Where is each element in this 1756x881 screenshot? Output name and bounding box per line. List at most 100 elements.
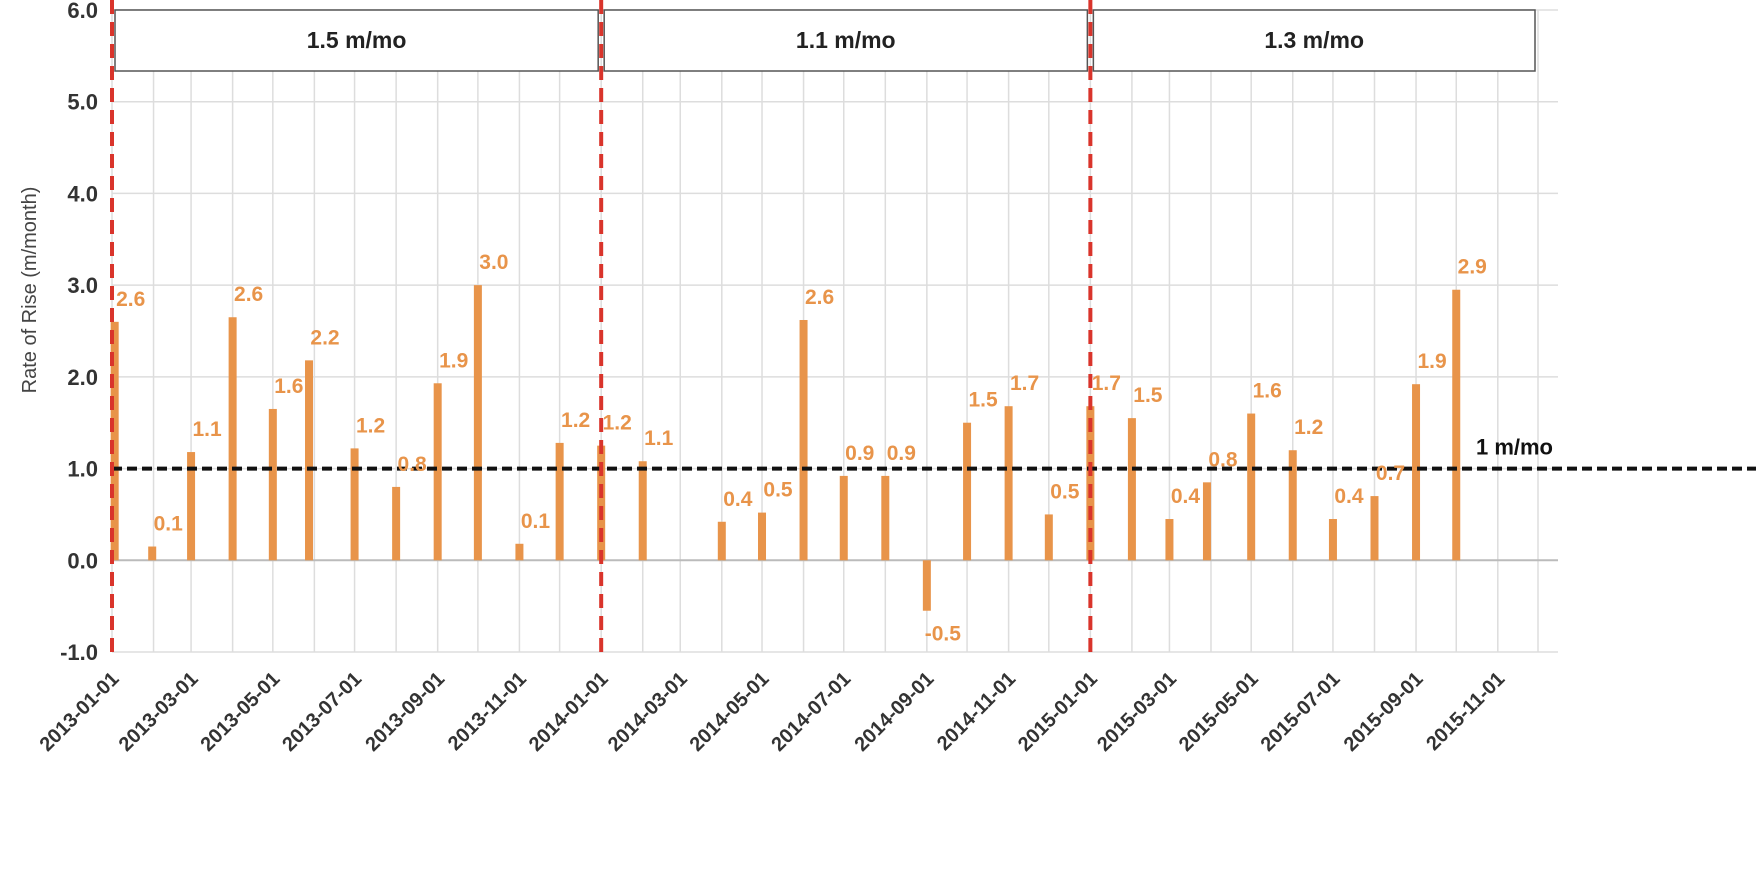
bar <box>1247 413 1256 561</box>
bar <box>1127 418 1136 561</box>
data-label: 1.5 <box>1133 384 1163 407</box>
data-label: 0.4 <box>1171 485 1201 508</box>
x-tick-label: 2013-03-01 <box>115 668 203 756</box>
bar <box>555 442 564 561</box>
bar <box>638 461 647 561</box>
x-tick-label: 2014-05-01 <box>686 668 774 756</box>
x-tick-label: 2015-07-01 <box>1257 668 1345 756</box>
period-box <box>603 9 1089 72</box>
bar <box>1288 450 1297 561</box>
bar <box>433 383 442 561</box>
x-tick-label: 2014-03-01 <box>604 668 692 756</box>
x-tick-label: 2015-05-01 <box>1175 668 1263 756</box>
x-tick-label: 2015-11-01 <box>1422 668 1509 755</box>
bar <box>1165 519 1174 561</box>
bar <box>515 543 524 561</box>
data-label: 1.6 <box>1253 380 1282 403</box>
reference-layer: 1 m/mo <box>112 435 1756 471</box>
x-tick-label: 2014-01-01 <box>525 668 613 756</box>
y-tick-label: 6.0 <box>67 0 98 23</box>
data-label: 0.9 <box>887 442 916 465</box>
bar <box>350 448 359 561</box>
y-tick-label: -1.0 <box>60 640 98 665</box>
period-box-layer: 1.5 m/mo 1.1 m/mo 1.3 m/mo <box>114 9 1536 72</box>
bar <box>922 560 931 611</box>
data-label: 1.1 <box>644 427 674 450</box>
period-rate-label: 1.5 m/mo <box>307 27 407 53</box>
y-tick-label: 0.0 <box>67 548 98 573</box>
data-label: 1.5 <box>968 389 998 412</box>
x-tick-label: 2013-11-01 <box>444 668 531 755</box>
bar <box>268 408 277 561</box>
bar <box>799 319 808 561</box>
bar <box>597 445 606 561</box>
x-tick-label: 2014-09-01 <box>850 668 938 756</box>
y-tick-label: 4.0 <box>67 181 98 206</box>
data-label: 0.9 <box>845 442 874 465</box>
bar <box>839 475 848 561</box>
bar <box>1452 289 1461 561</box>
bar <box>148 546 157 561</box>
data-label: 0.5 <box>1050 480 1080 503</box>
data-label: 2.6 <box>805 286 834 309</box>
y-tick-label: 3.0 <box>67 273 98 298</box>
data-label: 1.2 <box>1294 416 1323 439</box>
data-label: 0.7 <box>1376 462 1405 485</box>
bar <box>717 521 726 561</box>
bar <box>473 285 482 561</box>
period-box <box>1092 9 1536 72</box>
data-label: 0.1 <box>154 513 184 536</box>
data-label: 0.8 <box>1208 448 1238 471</box>
data-label: 2.6 <box>234 283 263 306</box>
period-rate-label: 1.1 m/mo <box>796 27 896 53</box>
bar <box>881 475 890 561</box>
bar <box>1086 406 1095 561</box>
data-label: 1.9 <box>439 349 468 372</box>
data-label: 1.2 <box>356 414 385 437</box>
data-label-layer: 2.6 0.1 1.1 2.6 1.6 2.2 1.2 0.8 1.9 3.0 0.1 1.2 1.2 1… <box>116 251 1487 646</box>
x-tick-label: 2015-03-01 <box>1093 668 1181 756</box>
data-label: 1.1 <box>192 418 222 441</box>
x-tick-label: 2014-07-01 <box>767 668 855 756</box>
bar <box>392 486 401 561</box>
y-tick-label: 5.0 <box>67 90 98 115</box>
axis-layer: 6.05.04.03.02.01.00.0-1.02013-01-012013-… <box>36 0 1510 756</box>
data-label: 2.6 <box>116 288 145 311</box>
data-label: 1.7 <box>1010 372 1039 395</box>
bar <box>1004 406 1013 561</box>
x-tick-label: 2013-05-01 <box>196 668 284 756</box>
reference-line-label: 1 m/mo <box>1476 435 1553 460</box>
bar <box>1202 482 1211 561</box>
bar-layer <box>110 285 1461 611</box>
bar <box>110 321 119 561</box>
data-label: 1.2 <box>561 409 590 432</box>
bar <box>228 317 237 561</box>
data-label: 1.6 <box>274 375 303 398</box>
y-tick-label: 2.0 <box>67 365 98 390</box>
data-label: 1.7 <box>1092 372 1121 395</box>
x-tick-label: 2015-09-01 <box>1340 668 1428 756</box>
data-label: 2.9 <box>1458 256 1487 279</box>
y-tick-label: 1.0 <box>67 457 98 482</box>
x-tick-label: 2014-11-01 <box>933 668 1020 755</box>
bar <box>187 452 196 561</box>
x-tick-label: 2013-09-01 <box>361 668 449 756</box>
period-rate-label: 1.3 m/mo <box>1264 27 1364 53</box>
bar <box>1412 384 1421 561</box>
data-label: -0.5 <box>925 623 962 646</box>
data-label: 0.5 <box>763 479 793 502</box>
data-label: 2.2 <box>310 326 339 349</box>
bar <box>758 512 767 561</box>
x-tick-label: 2013-07-01 <box>278 668 366 756</box>
data-label: 0.4 <box>1334 485 1364 508</box>
bar <box>1044 514 1053 561</box>
y-axis-title: Rate of Rise (m/month) <box>19 187 41 394</box>
data-label: 0.1 <box>521 510 551 533</box>
x-tick-label: 2013-01-01 <box>36 668 124 756</box>
bar <box>1370 496 1379 561</box>
x-tick-label: 2015-01-01 <box>1014 668 1102 756</box>
bar <box>963 422 972 561</box>
data-label: 0.8 <box>398 453 428 476</box>
data-label: 0.4 <box>723 488 753 511</box>
